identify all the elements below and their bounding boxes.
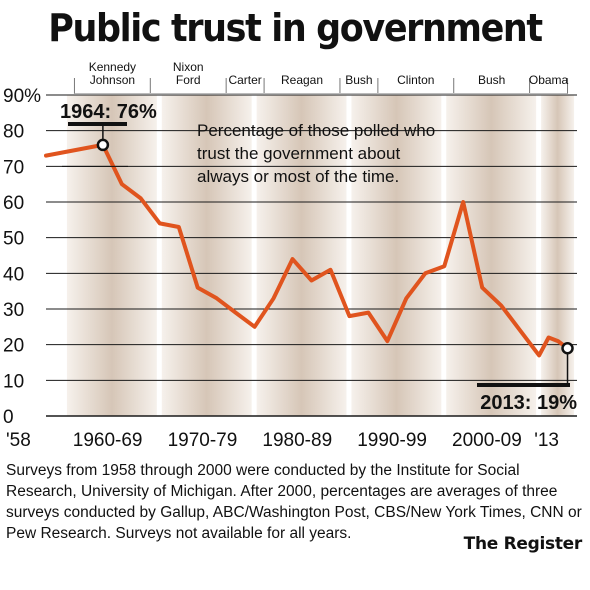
president-label: Reagan [281,73,323,87]
annotations: 1964: 76% 2013: 19% [60,101,577,414]
data-point [347,314,351,318]
y-tick-label: 40 [3,264,24,285]
data-point [366,311,370,315]
president-label: Bush [345,73,372,87]
x-tick-label: '58 [6,430,31,451]
x-tick-label: 1990-99 [357,430,427,451]
y-tick-label: 20 [3,336,24,357]
president-label: Kennedy Johnson [89,60,136,87]
data-point [328,268,332,272]
president-label: Carter [228,73,261,87]
data-point [120,182,124,186]
president-label: Obama [529,73,569,87]
data-point [272,296,276,300]
series-line [44,142,570,358]
president-labels: Kennedy Johnson Nixon Ford Carter Reagan Bush C… [73,60,569,94]
data-point [499,303,503,307]
data-point [547,336,551,340]
data-point [196,286,200,290]
trust-series [44,142,570,358]
data-point [215,296,219,300]
data-point [253,325,257,329]
data-point [158,221,162,225]
x-tick-label: 2000-09 [452,430,522,451]
decade-band-4 [446,95,537,416]
y-tick-label: 30 [3,300,24,321]
y-tick-label: 90% [3,86,41,107]
x-tick-label: '13 [534,430,559,451]
x-tick-label: 1980-89 [262,430,332,451]
decade-band-3 [351,95,442,416]
president-label: Clinton [397,73,434,87]
y-tick-label: 0 [3,407,14,428]
decade-band-1 [161,95,252,416]
data-point [404,296,408,300]
decade-band-5 [541,95,575,416]
data-point [423,271,427,275]
x-tick-label: 1970-79 [168,430,238,451]
x-tick-label: 1960-69 [73,430,143,451]
president-label: Nixon Ford [173,60,204,87]
y-tick-label: 80 [3,122,24,143]
decade-band-0 [66,95,157,416]
data-point [44,154,48,158]
data-point [139,196,143,200]
source-credit: The Register [463,534,583,554]
y-tick-label: 60 [3,193,24,214]
data-point [291,257,295,261]
decade-shading [66,95,575,416]
data-point [518,328,522,332]
y-tick-label: 50 [3,229,24,250]
data-point [537,353,541,357]
data-point [385,339,389,343]
chart-subtitle: Percentage of those polled who trust the … [197,121,435,186]
data-point [480,286,484,290]
chart-title: Public trust in government [48,6,543,50]
data-point [461,200,465,204]
y-tick-label: 70 [3,157,24,178]
data-point [442,264,446,268]
gridlines [46,94,577,417]
data-point [556,339,560,343]
decade-band-2 [256,95,347,416]
line-chart: Kennedy Johnson Nixon Ford Carter Reagan Bush C… [3,60,577,451]
annotation-marker [561,341,574,355]
y-axis: 90% 80 70 60 50 40 30 20 10 0 [3,86,41,428]
data-point [177,225,181,229]
annotation-label: 2013: 19% [480,392,577,414]
y-tick-label: 10 [3,371,24,392]
footnote: Surveys from 1958 through 2000 were cond… [6,462,582,542]
president-label: Bush [478,73,505,87]
annotation-label: 1964: 76% [60,101,157,123]
x-axis: '58 1960-69 1970-79 1980-89 1990-99 2000-09 '1… [6,430,559,451]
data-point [234,311,238,315]
annotation-marker [96,138,110,152]
data-point [310,278,313,282]
